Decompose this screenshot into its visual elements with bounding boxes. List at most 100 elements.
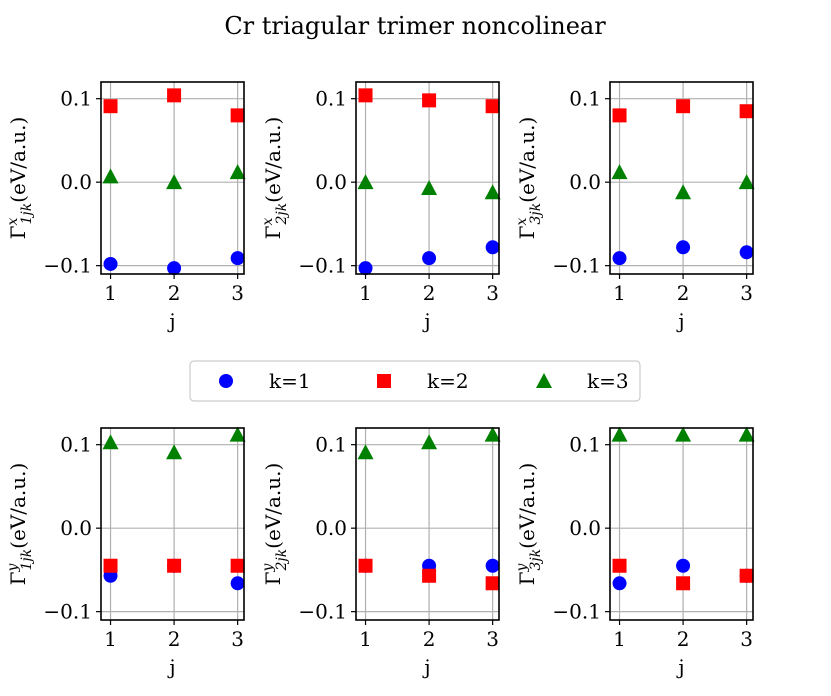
y-axis-label: Γx2jk(eV/a.u.) [260,117,290,240]
data-point [229,164,246,180]
y-tick-label: 0.0 [60,170,92,194]
x-tick-label: 3 [231,281,244,305]
x-axis-label: j [167,655,175,679]
legend-marker [377,374,391,388]
x-tick-label: 2 [677,627,690,651]
x-tick-label: 3 [740,627,753,651]
data-point [738,426,755,442]
y-tick-label: 0.1 [569,433,601,457]
y-tick-label: −0.1 [298,254,347,278]
data-point [485,99,500,114]
x-tick-label: 2 [677,281,690,305]
data-point [738,174,755,190]
x-axis-label: j [167,309,175,333]
x-tick-label: 3 [231,627,244,651]
data-point [230,251,245,266]
data-point [612,576,627,591]
y-tick-label: 0.0 [569,516,601,540]
data-point [485,240,500,255]
y-tick-label: 0.0 [315,170,347,194]
legend-entry: k=3 [536,369,629,393]
data-point [676,99,691,114]
data-point [358,261,373,276]
data-point [739,104,754,119]
subplot-1: 1 2 3 −0.1 0.0 0.1 j Γx1jk(eV/a.u.) [5,81,246,333]
data-point [167,261,182,276]
x-tick-label: 1 [104,281,117,305]
axes-frame [100,427,245,621]
data-point [484,426,501,442]
data-point [612,108,627,123]
x-tick-label: 3 [740,281,753,305]
data-point [422,93,437,108]
data-point [739,245,754,260]
legend-frame [189,360,641,402]
x-tick-label: 2 [168,627,181,651]
data-point [422,251,437,266]
y-axis-label: Γy2jk(eV/a.u.) [260,463,290,586]
legend-label: k=1 [269,369,311,393]
y-tick-label: −0.1 [552,254,601,278]
data-point [611,164,628,180]
y-tick-label: 0.1 [315,87,347,111]
data-point [611,426,628,442]
y-tick-label: 0.1 [569,87,601,111]
x-tick-label: 1 [359,281,372,305]
subplot-2: 1 2 3 −0.1 0.0 0.1 j Γx2jk(eV/a.u.) [260,81,501,333]
data-point [358,558,373,573]
y-axis-label: Γy1jk(eV/a.u.) [5,463,35,586]
data-point [167,558,182,573]
data-point [612,251,627,266]
data-point [485,576,500,591]
x-axis-label: j [422,309,430,333]
data-point [103,99,118,114]
x-tick-label: 3 [486,281,499,305]
figure-title: Cr triagular trimer noncolinear [224,12,606,40]
data-point [739,568,754,583]
legend-marker [536,373,552,388]
data-point [358,88,373,103]
data-point [485,558,500,573]
axes-frame [100,81,245,275]
data-point [422,568,437,583]
data-point [230,558,245,573]
y-axis-label: Γx3jk(eV/a.u.) [514,117,544,240]
x-tick-label: 1 [613,627,626,651]
y-tick-label: 0.0 [60,516,92,540]
panels: 1 2 3 −0.1 0.0 0.1 j Γx1jk(eV/a.u.) 1 2 3 −0.1 0.0 0.… [5,81,755,679]
subplot-6: 1 2 3 −0.1 0.0 0.1 j Γy3jk(eV/a.u.) [514,426,755,679]
y-tick-label: 0.1 [60,433,92,457]
legend-label: k=3 [587,369,629,393]
data-point [421,180,438,196]
data-point [676,576,691,591]
data-point [103,256,118,271]
legend: k=1 k=2 k=3 [189,360,641,402]
legend-marker [219,374,233,388]
data-point [167,88,182,103]
y-tick-label: −0.1 [298,600,347,624]
x-tick-label: 2 [423,627,436,651]
data-point [102,434,119,450]
y-axis-label: Γx1jk(eV/a.u.) [5,117,35,240]
y-tick-label: −0.1 [552,600,601,624]
data-point [676,558,691,573]
x-axis-label: j [676,309,684,333]
x-axis-label: j [422,655,430,679]
y-tick-label: 0.1 [60,87,92,111]
data-point [230,576,245,591]
y-axis-label: Γy3jk(eV/a.u.) [514,463,544,586]
subplot-4: 1 2 3 −0.1 0.0 0.1 j Γy1jk(eV/a.u.) [5,426,246,679]
data-point [166,444,183,460]
x-tick-label: 1 [359,627,372,651]
legend-entry: k=1 [219,369,311,393]
data-point [230,108,245,123]
x-axis-label: j [676,655,684,679]
data-point [166,174,183,190]
x-tick-label: 3 [486,627,499,651]
data-point [103,558,118,573]
x-tick-label: 1 [104,627,117,651]
data-point [676,240,691,255]
data-point [612,558,627,573]
axes-frame [355,81,500,275]
